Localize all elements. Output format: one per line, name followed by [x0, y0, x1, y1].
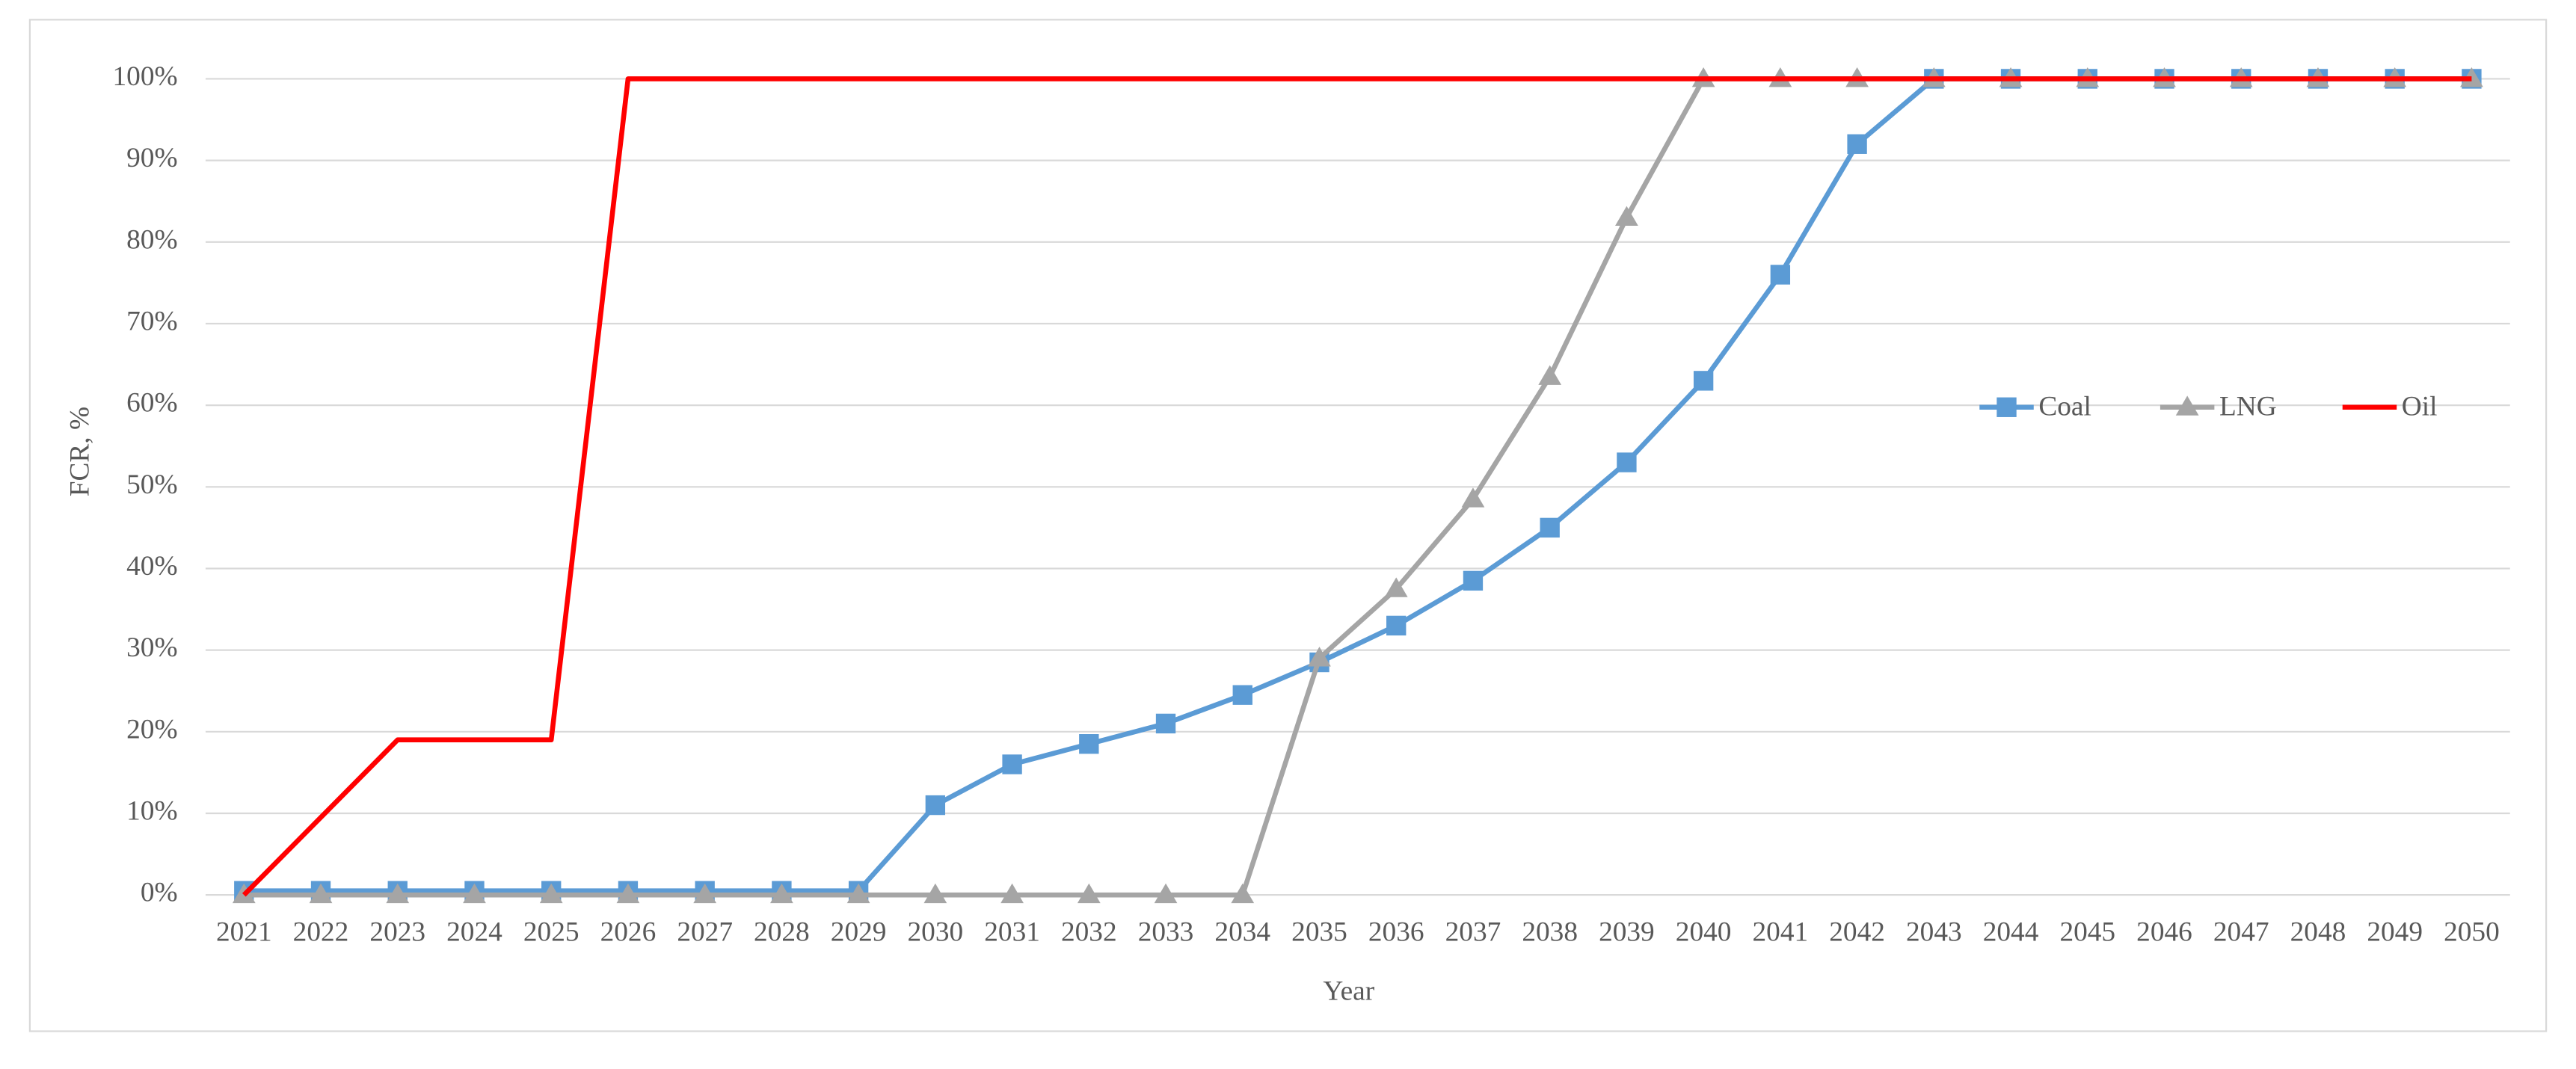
y-tick-label: 90% [126, 143, 177, 173]
x-tick-label: 2042 [1829, 916, 1885, 947]
y-tick-label: 70% [126, 306, 177, 337]
legend-label: Oil [2402, 392, 2438, 422]
data-point [1463, 570, 1484, 591]
legend-label: LNG [2219, 392, 2277, 422]
x-tick-label: 2027 [677, 916, 733, 947]
y-tick-label: 60% [126, 388, 177, 419]
data-point [1000, 883, 1024, 904]
x-tick-label: 2024 [446, 916, 502, 947]
series-line [242, 76, 2472, 897]
data-point [1538, 365, 1562, 385]
y-tick-label: 40% [126, 551, 177, 582]
data-point [1384, 577, 1408, 597]
x-tick-label: 2031 [984, 916, 1040, 947]
data-point [1079, 734, 1099, 754]
data-point [1770, 265, 1791, 285]
x-tick-label: 2039 [1599, 916, 1655, 947]
x-tick-label: 2022 [293, 916, 349, 947]
data-point [1386, 615, 1407, 636]
x-tick-label: 2049 [2367, 916, 2423, 947]
x-tick-label: 2044 [1983, 916, 2039, 947]
data-point [693, 883, 717, 904]
data-point [1617, 452, 1637, 472]
x-tick-label: 2033 [1138, 916, 1194, 947]
data-point [770, 883, 793, 904]
x-tick-label: 2038 [1522, 916, 1578, 947]
legend-marker [1996, 397, 2017, 417]
data-point [386, 883, 410, 904]
y-tick-label: 0% [141, 878, 178, 908]
x-tick-label: 2035 [1291, 916, 1347, 947]
y-tick-label: 10% [126, 796, 177, 827]
x-tick-label: 2021 [216, 916, 272, 947]
data-point [1002, 754, 1022, 774]
x-tick-label: 2028 [754, 916, 810, 947]
x-tick-label: 2040 [1676, 916, 1732, 947]
y-tick-label: 20% [126, 714, 177, 745]
data-point [846, 883, 870, 904]
x-tick-label: 2041 [1753, 916, 1809, 947]
data-point [539, 883, 563, 904]
y-axis-title: FCR, % [65, 407, 96, 496]
x-tick-label: 2036 [1368, 916, 1424, 947]
x-tick-label: 2048 [2290, 916, 2346, 947]
data-point [1693, 371, 1714, 391]
data-point [1154, 883, 1178, 904]
data-point [1308, 647, 1331, 667]
data-point [1540, 517, 1560, 538]
x-tick-label: 2030 [908, 916, 964, 947]
legend-label: Coal [2038, 392, 2091, 422]
data-point [463, 883, 486, 904]
data-point [1231, 883, 1255, 904]
x-tick-label: 2043 [1906, 916, 1962, 947]
x-tick-label: 2029 [831, 916, 887, 947]
data-point [1615, 206, 1638, 227]
x-tick-label: 2025 [523, 916, 580, 947]
y-tick-label: 100% [112, 61, 177, 92]
x-tick-label: 2050 [2444, 916, 2500, 947]
x-tick-label: 2037 [1445, 916, 1501, 947]
data-point [1155, 713, 1176, 734]
data-point [925, 795, 946, 816]
legend-marker [2175, 395, 2199, 416]
data-point [1847, 134, 1867, 154]
data-point [1461, 487, 1485, 508]
x-tick-label: 2023 [369, 916, 425, 947]
data-point [616, 883, 640, 904]
y-tick-label: 80% [126, 224, 177, 255]
data-point [1077, 883, 1101, 904]
y-tick-label: 50% [126, 469, 177, 500]
x-tick-label: 2034 [1214, 916, 1270, 947]
y-tick-label: 30% [126, 632, 177, 663]
chart-frame [28, 19, 2548, 1032]
x-tick-label: 2045 [2059, 916, 2115, 947]
data-point [309, 883, 333, 904]
x-tick-label: 2046 [2136, 916, 2192, 947]
x-tick-label: 2026 [600, 916, 657, 947]
x-axis-title: Year [1323, 976, 1374, 1007]
x-tick-label: 2032 [1061, 916, 1117, 947]
data-point [1232, 685, 1252, 705]
x-tick-label: 2047 [2213, 916, 2269, 947]
data-point [923, 883, 947, 904]
